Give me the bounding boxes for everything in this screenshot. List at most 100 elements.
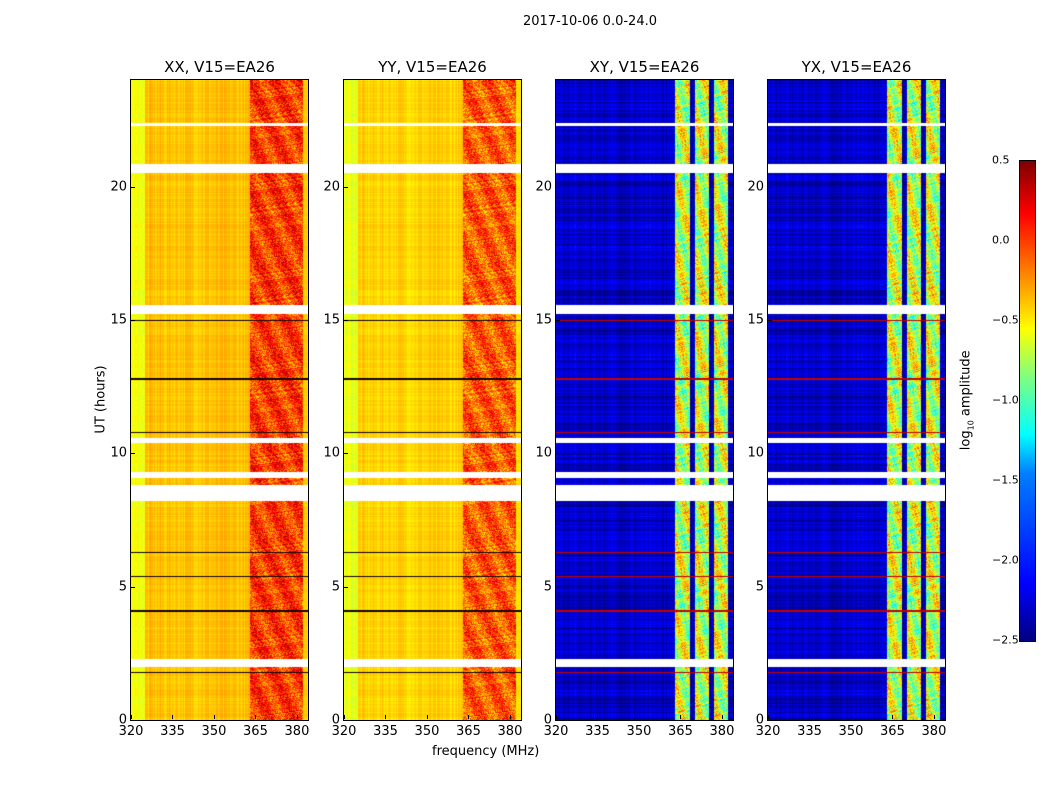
y-tick-mark	[131, 453, 135, 455]
y-tick-mark	[768, 586, 772, 588]
x-tick-label: 380	[284, 724, 310, 739]
y-tick-mark	[344, 186, 348, 188]
axes-frame	[767, 79, 946, 721]
x-tick-mark	[809, 715, 811, 719]
x-tick-mark	[255, 715, 257, 719]
y-tick-mark	[556, 320, 560, 321]
colorbar-tick-label: −1.0	[992, 393, 1019, 407]
heatmap-image	[344, 80, 521, 720]
x-tick-mark	[768, 715, 769, 719]
x-tick-label: 320	[331, 724, 357, 739]
y-tick-label: 15	[110, 312, 127, 328]
x-tick-mark	[213, 715, 215, 719]
y-tick-mark	[768, 186, 772, 188]
y-tick-mark	[131, 186, 135, 188]
x-tick-label: 380	[709, 724, 735, 739]
y-tick-label: 5	[331, 579, 340, 595]
x-tick-label: 335	[797, 724, 822, 739]
panel-title: YX, V15=EA26	[801, 58, 912, 76]
y-tick-mark	[344, 453, 348, 455]
y-tick-label: 5	[543, 579, 552, 595]
y-tick-mark	[768, 720, 772, 721]
colorbar-tick-label: −1.5	[992, 473, 1019, 487]
heatmap-panel-0: XX, V15=EA26 0 5 10 15 20 320 335 350 365 380	[110, 58, 309, 739]
axes-frame	[555, 79, 734, 721]
heatmap-panel-3: YX, V15=EA26 0 5 10 15 20 320 335 350 365 380	[747, 58, 946, 739]
y-tick-label: 0	[543, 712, 552, 728]
heatmap-image	[768, 80, 945, 720]
y-tick-mark	[131, 720, 135, 721]
colorbar-tick-label: −2.5	[992, 633, 1019, 647]
x-tick-label: 365	[880, 724, 905, 739]
colorbar-tick-label: 0.5	[992, 153, 1010, 167]
y-tick-mark	[768, 453, 772, 455]
x-tick-label: 320	[755, 724, 781, 739]
x-tick-mark	[680, 715, 682, 719]
x-tick-label: 350	[414, 724, 440, 739]
y-tick-label: 5	[118, 579, 127, 595]
x-tick-label: 350	[201, 724, 227, 739]
y-tick-mark	[556, 186, 560, 188]
y-tick-mark	[344, 320, 348, 321]
y-tick-mark	[344, 720, 348, 721]
y-tick-mark	[131, 320, 135, 321]
colorbar-tick-label: −2.0	[992, 553, 1019, 567]
x-tick-label: 335	[585, 724, 610, 739]
x-tick-mark	[385, 715, 387, 719]
y-tick-label: 20	[747, 179, 764, 195]
colorbar	[1019, 160, 1036, 642]
y-tick-mark	[556, 720, 560, 721]
figure-title: 2017-10-06 0.0-24.0	[523, 14, 657, 29]
y-tick-label: 20	[323, 179, 340, 195]
heatmap-image	[131, 80, 308, 720]
x-tick-mark	[468, 715, 470, 719]
y-tick-label: 10	[323, 445, 340, 461]
colorbar-tick-label: 0.0	[992, 233, 1010, 247]
x-tick-label: 380	[497, 724, 523, 739]
x-tick-label: 365	[456, 724, 481, 739]
heatmap-panel-1: YY, V15=EA26 0 5 10 15 20 320 335 350 365 380	[323, 58, 522, 739]
y-tick-label: 20	[535, 179, 552, 195]
x-axis-label: frequency (MHz)	[432, 744, 540, 759]
y-tick-label: 10	[110, 445, 127, 461]
x-tick-mark	[933, 715, 935, 719]
y-tick-mark	[131, 586, 135, 588]
x-tick-mark	[131, 715, 132, 719]
x-tick-label: 350	[626, 724, 652, 739]
y-tick-mark	[768, 320, 772, 321]
y-tick-label: 15	[323, 312, 340, 328]
x-tick-label: 365	[668, 724, 693, 739]
y-axis-label: UT (hours)	[93, 365, 109, 434]
y-tick-mark	[556, 453, 560, 455]
colorbar-label: log10 amplitude	[958, 350, 976, 451]
x-tick-label: 350	[838, 724, 864, 739]
y-tick-label: 10	[747, 445, 764, 461]
x-tick-mark	[597, 715, 599, 719]
y-tick-label: 15	[535, 312, 552, 328]
heatmap-image	[556, 80, 733, 720]
x-tick-mark	[344, 715, 345, 719]
panel-title: XY, V15=EA26	[589, 58, 700, 76]
colorbar-tick-label: −0.5	[992, 313, 1019, 327]
y-tick-label: 0	[755, 712, 764, 728]
x-tick-mark	[426, 715, 428, 719]
y-tick-label: 0	[331, 712, 340, 728]
x-tick-mark	[721, 715, 723, 719]
x-tick-mark	[296, 715, 298, 719]
y-tick-mark	[344, 586, 348, 588]
x-tick-label: 335	[373, 724, 398, 739]
panel-title: XX, V15=EA26	[164, 58, 275, 76]
x-tick-mark	[850, 715, 852, 719]
heatmap-panel-2: XY, V15=EA26 0 5 10 15 20 320 335 350 365 380	[535, 58, 734, 739]
x-tick-mark	[892, 715, 894, 719]
axes-frame	[130, 79, 309, 721]
y-tick-label: 20	[110, 179, 127, 195]
panel-title: YY, V15=EA26	[378, 58, 487, 76]
y-tick-label: 15	[747, 312, 764, 328]
x-tick-label: 380	[921, 724, 947, 739]
y-tick-label: 0	[118, 712, 127, 728]
x-tick-label: 320	[543, 724, 569, 739]
axes-frame	[343, 79, 522, 721]
x-tick-mark	[556, 715, 557, 719]
